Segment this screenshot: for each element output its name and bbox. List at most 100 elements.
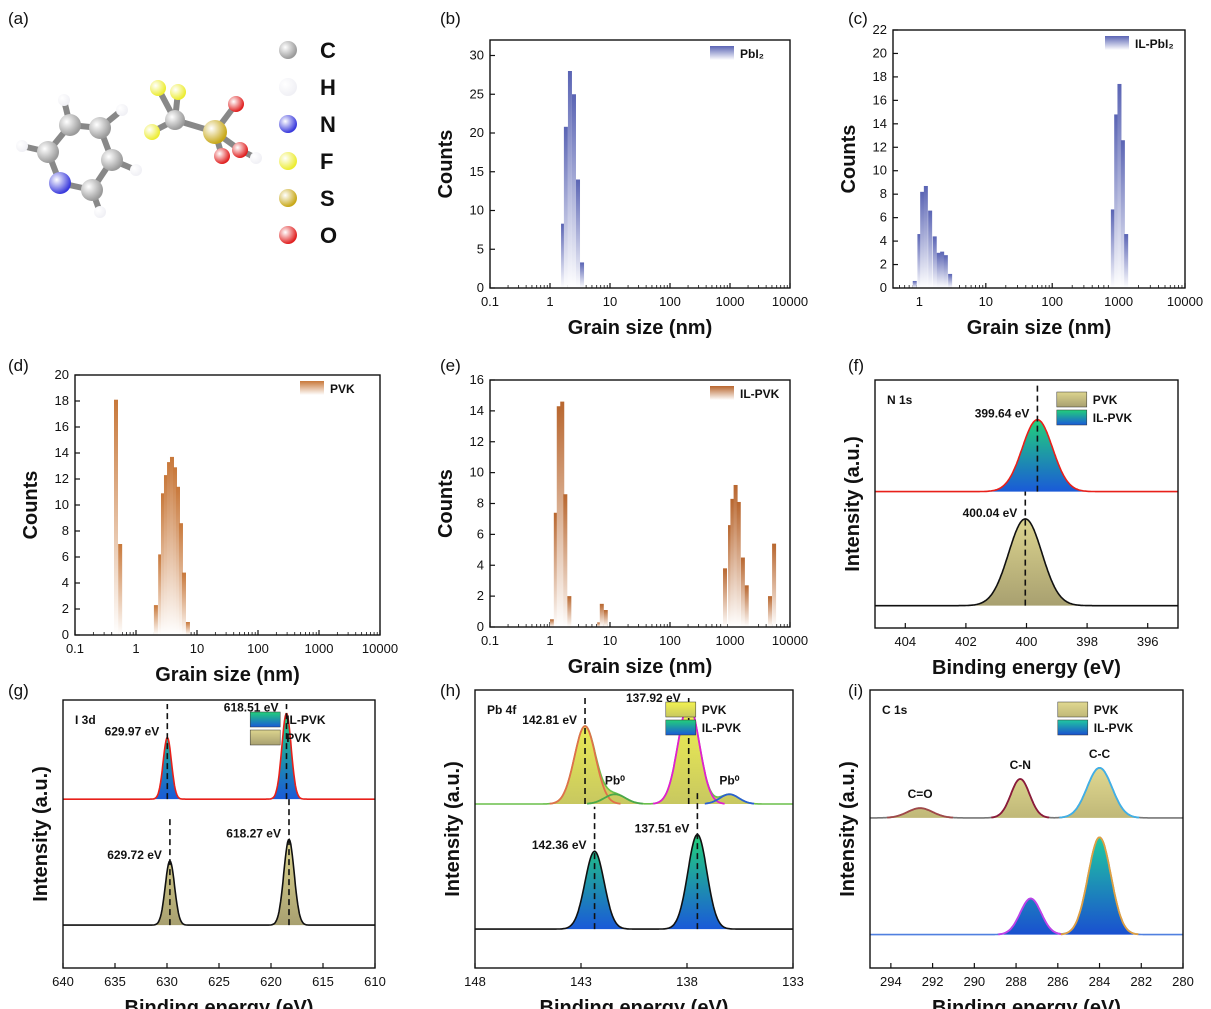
bar [943,255,948,288]
legend-label: PVK [330,382,355,396]
element-symbol: F [320,149,333,174]
x-tick-label: 615 [312,974,334,989]
y-tick-label: 14 [873,116,887,131]
panel-label: (i) [848,681,863,700]
panel-label: (b) [440,9,461,28]
legend-label: IL-PVK [1093,411,1133,425]
fit-peak [998,897,1063,936]
spectrum-line [875,418,1178,493]
x-tick-label: 398 [1076,634,1098,649]
bar [561,223,566,288]
legend-swatch [1057,719,1089,736]
x-tick-label: 10000 [362,641,398,656]
y-tick-label: 10 [55,497,69,512]
bar [153,605,158,635]
bar [740,557,745,627]
y-axis-label: Counts [838,125,860,194]
bar [948,273,953,288]
bar [185,622,190,635]
x-tick-label: 10000 [772,294,808,309]
y-tick-label: 4 [880,233,887,248]
x-axis-label: Binding energy (eV) [932,657,1121,679]
legend-label: PVK [286,731,311,745]
bar [576,179,581,288]
y-tick-label: 10 [470,465,484,480]
y-tick-label: 4 [62,575,69,590]
bar [736,501,741,627]
bar [912,280,917,288]
element-symbol: S [320,186,335,211]
y-axis-label: Counts [435,469,457,538]
fit-peak [586,793,643,805]
plot-frame [489,39,791,289]
x-tick-label: 1000 [716,294,745,309]
peak-label: 618.27 eV [226,826,281,840]
bar [733,484,738,627]
panel-label: (f) [848,356,864,375]
x-tick-label: 1 [546,294,553,309]
bar [1110,209,1115,288]
x-tick-label: 10000 [772,633,808,648]
x-tick-label: 143 [570,974,592,989]
bar [169,456,174,635]
x-tick-label: 625 [208,974,230,989]
x-tick-label: 0.1 [481,294,499,309]
element-swatch [279,226,297,244]
bar [940,251,945,288]
panel-title: I 3d [75,713,96,727]
bar [160,493,165,635]
spectrum-line [475,833,793,930]
peak-label: 629.72 eV [107,848,162,862]
legend-swatch [665,701,697,718]
bar [597,622,602,627]
y-tick-label: 25 [470,86,484,101]
peak-label: 142.81 eV [522,713,577,727]
x-tick-label: 100 [1041,294,1063,309]
panel-label: (c) [848,9,868,28]
x-tick-label: 100 [659,294,681,309]
bar [163,475,168,635]
peak-label: 400.04 eV [963,506,1018,520]
plot-frame [474,689,794,969]
legend-label: IL-PVK [702,721,742,735]
fit-peak [1059,767,1140,819]
legend-swatch [665,719,697,736]
bar [571,94,576,288]
plot-frame [869,689,1184,969]
bar [923,185,928,288]
y-tick-label: 18 [873,69,887,84]
y-tick-label: 20 [873,45,887,60]
x-tick-label: 294 [880,974,902,989]
bar [181,572,186,635]
x-tick-label: 10 [979,294,993,309]
x-tick-label: 640 [52,974,74,989]
y-tick-label: 2 [477,588,484,603]
x-tick-label: 1 [546,633,553,648]
x-tick-label: 635 [104,974,126,989]
bar [1124,234,1129,288]
y-tick-label: 15 [470,164,484,179]
legend-swatch [1056,409,1088,426]
y-tick-label: 12 [873,139,887,154]
x-tick-label: 10 [603,294,617,309]
spectrum-fill [875,419,1178,492]
x-tick-label: 290 [963,974,985,989]
y-tick-label: 20 [470,125,484,140]
bar [563,494,568,627]
y-tick-label: 22 [873,22,887,37]
x-tick-label: 1 [132,641,139,656]
peak-label: Pb⁰ [605,773,625,787]
legend-label: PVK [1094,703,1119,717]
x-axis-label: Binding energy (eV) [125,997,314,1009]
bar [567,71,572,288]
element-symbol: H [320,75,336,100]
plot-area: 400.04 eV 399.64 eV [875,384,1178,607]
y-tick-label: 20 [55,367,69,382]
bar [553,512,558,627]
element-symbol: C [320,38,336,63]
x-tick-label: 400 [1016,634,1038,649]
y-tick-label: 0 [880,280,887,295]
fit-peak [549,725,621,805]
y-tick-label: 0 [62,627,69,642]
y-axis-label: Intensity (a.u.) [442,761,464,897]
